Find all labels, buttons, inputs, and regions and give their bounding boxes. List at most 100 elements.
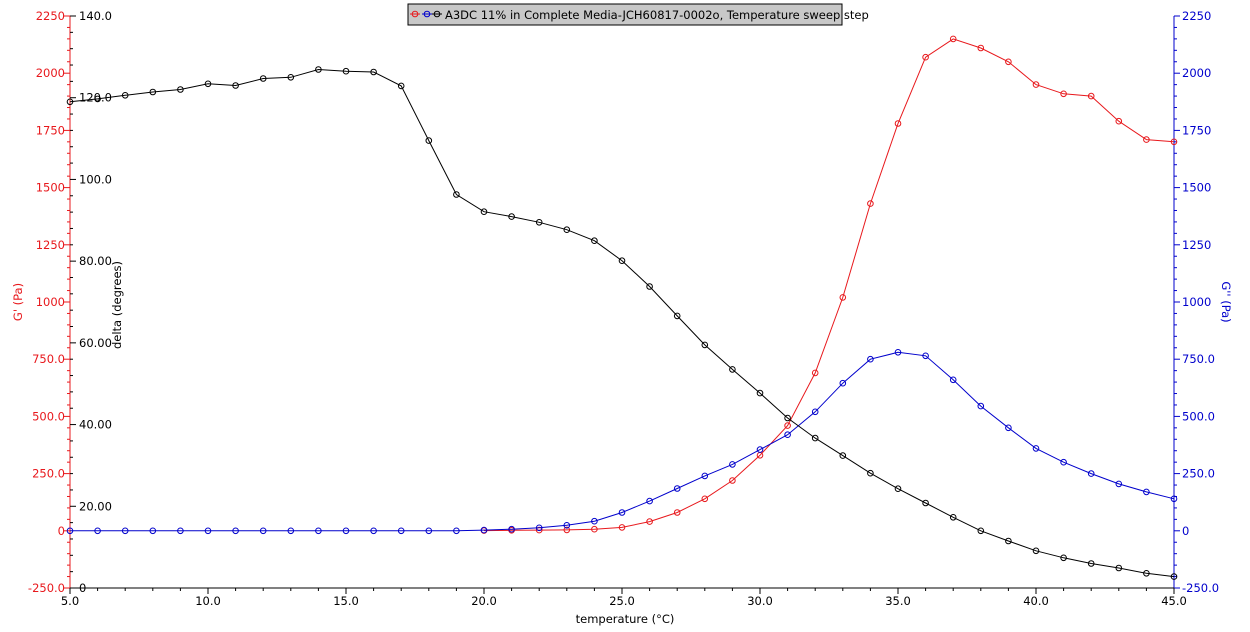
g-double-prime-point	[1143, 488, 1150, 496]
delta-point	[563, 226, 571, 233]
g-prime-point	[701, 495, 709, 503]
delta-point	[949, 514, 957, 521]
delta-point	[618, 257, 626, 265]
g-double-prime-point	[673, 485, 681, 492]
g-double-prime-point	[480, 526, 488, 534]
g-prime-point	[591, 525, 598, 533]
g-double-prime-point	[204, 527, 212, 535]
g-double-prime-series	[66, 349, 1178, 535]
y-left-tick-label: 1500	[36, 181, 65, 195]
g-double-prime-point	[121, 527, 129, 535]
y-left-tick-label: 2000	[36, 66, 65, 80]
y-right-tick-label: 500.0	[1182, 409, 1215, 423]
g-double-prime-point	[839, 379, 847, 387]
delta-point	[729, 366, 736, 373]
delta-point	[287, 74, 295, 81]
y-right-tick-label: 750.0	[1182, 352, 1215, 366]
delta-point	[839, 452, 847, 459]
g-prime-point	[894, 120, 902, 127]
g-prime-point	[1005, 58, 1012, 66]
g-prime-point	[1115, 117, 1123, 125]
g-double-prime-point	[1060, 458, 1067, 466]
g-prime-point	[729, 477, 736, 484]
legend-text: A3DC 11% in Complete Media-JCH60817-0002…	[445, 8, 869, 22]
delta-tick-label: 60.00	[79, 336, 112, 350]
y-right-tick-label: 1750	[1182, 123, 1211, 137]
g-double-prime-point	[287, 527, 295, 535]
delta-point	[342, 67, 350, 75]
g-prime-point	[673, 509, 681, 516]
x-tick-label: 10.0	[195, 594, 221, 608]
g-double-prime-point	[977, 402, 985, 410]
g-prime-point	[922, 53, 929, 61]
y-left-tick-label: 2250	[36, 9, 65, 23]
g-double-prime-point	[867, 355, 874, 363]
g-double-prime-point	[729, 461, 736, 468]
delta-point	[121, 92, 129, 99]
y-left-tick-label: 0	[58, 524, 65, 538]
g-double-prime-point	[535, 524, 543, 532]
g-double-prime-point	[591, 517, 598, 525]
g-double-prime-point	[453, 527, 460, 535]
delta-point	[94, 95, 101, 103]
delta-point	[370, 68, 377, 76]
legend-marker-delta	[433, 10, 441, 18]
x-tick-label: 35.0	[885, 594, 911, 608]
g-double-prime-point	[370, 527, 377, 535]
g-double-prime-point	[894, 349, 902, 356]
legend-box	[407, 3, 843, 26]
g-prime-point	[1143, 136, 1150, 143]
delta-series	[66, 66, 1178, 580]
g-double-prime-point	[342, 527, 350, 535]
legend-marker-g-prime	[411, 10, 419, 18]
g-double-prime-point	[563, 522, 571, 529]
legend-marker-g-double-prime	[423, 10, 431, 18]
g-double-prime-point	[149, 527, 157, 535]
delta-point	[1115, 564, 1123, 572]
g-prime-point	[618, 524, 626, 531]
series-layer	[66, 35, 1178, 580]
delta-point	[453, 191, 460, 198]
delta-point	[508, 213, 515, 220]
x-axis-label: temperature (°C)	[576, 612, 675, 626]
delta-point	[149, 88, 157, 96]
delta-point	[977, 527, 985, 535]
g-double-prime-point	[66, 527, 74, 535]
g-double-prime-point	[1032, 445, 1040, 452]
delta-point	[66, 98, 74, 106]
g-double-prime-line	[70, 351, 1175, 532]
g-prime-point	[839, 294, 847, 301]
g-double-prime-point	[784, 431, 791, 439]
y-right-tick-label: 1000	[1182, 295, 1211, 309]
g-prime-point	[977, 44, 985, 52]
delta-point	[646, 283, 653, 290]
y-left-tick-label: 500.0	[32, 409, 65, 423]
delta-point	[259, 75, 267, 82]
y-right-tick-label: 2000	[1182, 66, 1211, 80]
y-left-tick-label: 1000	[36, 295, 65, 309]
y-right-tick-label: -250.0	[1182, 581, 1219, 595]
g-double-prime-point	[618, 509, 626, 516]
axes: -250.0 0 250.0 500.0 750.0 1000 1250 1500 1750 20…	[28, 9, 1219, 608]
delta-point	[535, 219, 543, 226]
delta-point	[756, 389, 764, 397]
g-double-prime-point	[1087, 470, 1095, 477]
delta-tick-label: 20.00	[79, 499, 112, 513]
x-tick-label: 5.0	[61, 594, 79, 608]
g-double-prime-point	[701, 472, 709, 480]
delta-point	[867, 469, 874, 477]
delta-point	[1060, 554, 1067, 562]
y-right-tick-label: 1500	[1182, 181, 1211, 195]
y-left-tick-label: -250.0	[28, 581, 65, 595]
delta-point	[177, 86, 184, 93]
delta-point	[1087, 560, 1095, 567]
delta-tick-label: 80.00	[79, 254, 112, 268]
delta-point	[811, 434, 819, 442]
delta-point	[315, 66, 322, 73]
x-tick-label: 15.0	[333, 594, 359, 608]
g-double-prime-point	[425, 527, 433, 535]
g-prime-series	[480, 35, 1178, 534]
delta-point	[784, 414, 791, 422]
delta-tick-label: 100.0	[79, 172, 112, 186]
